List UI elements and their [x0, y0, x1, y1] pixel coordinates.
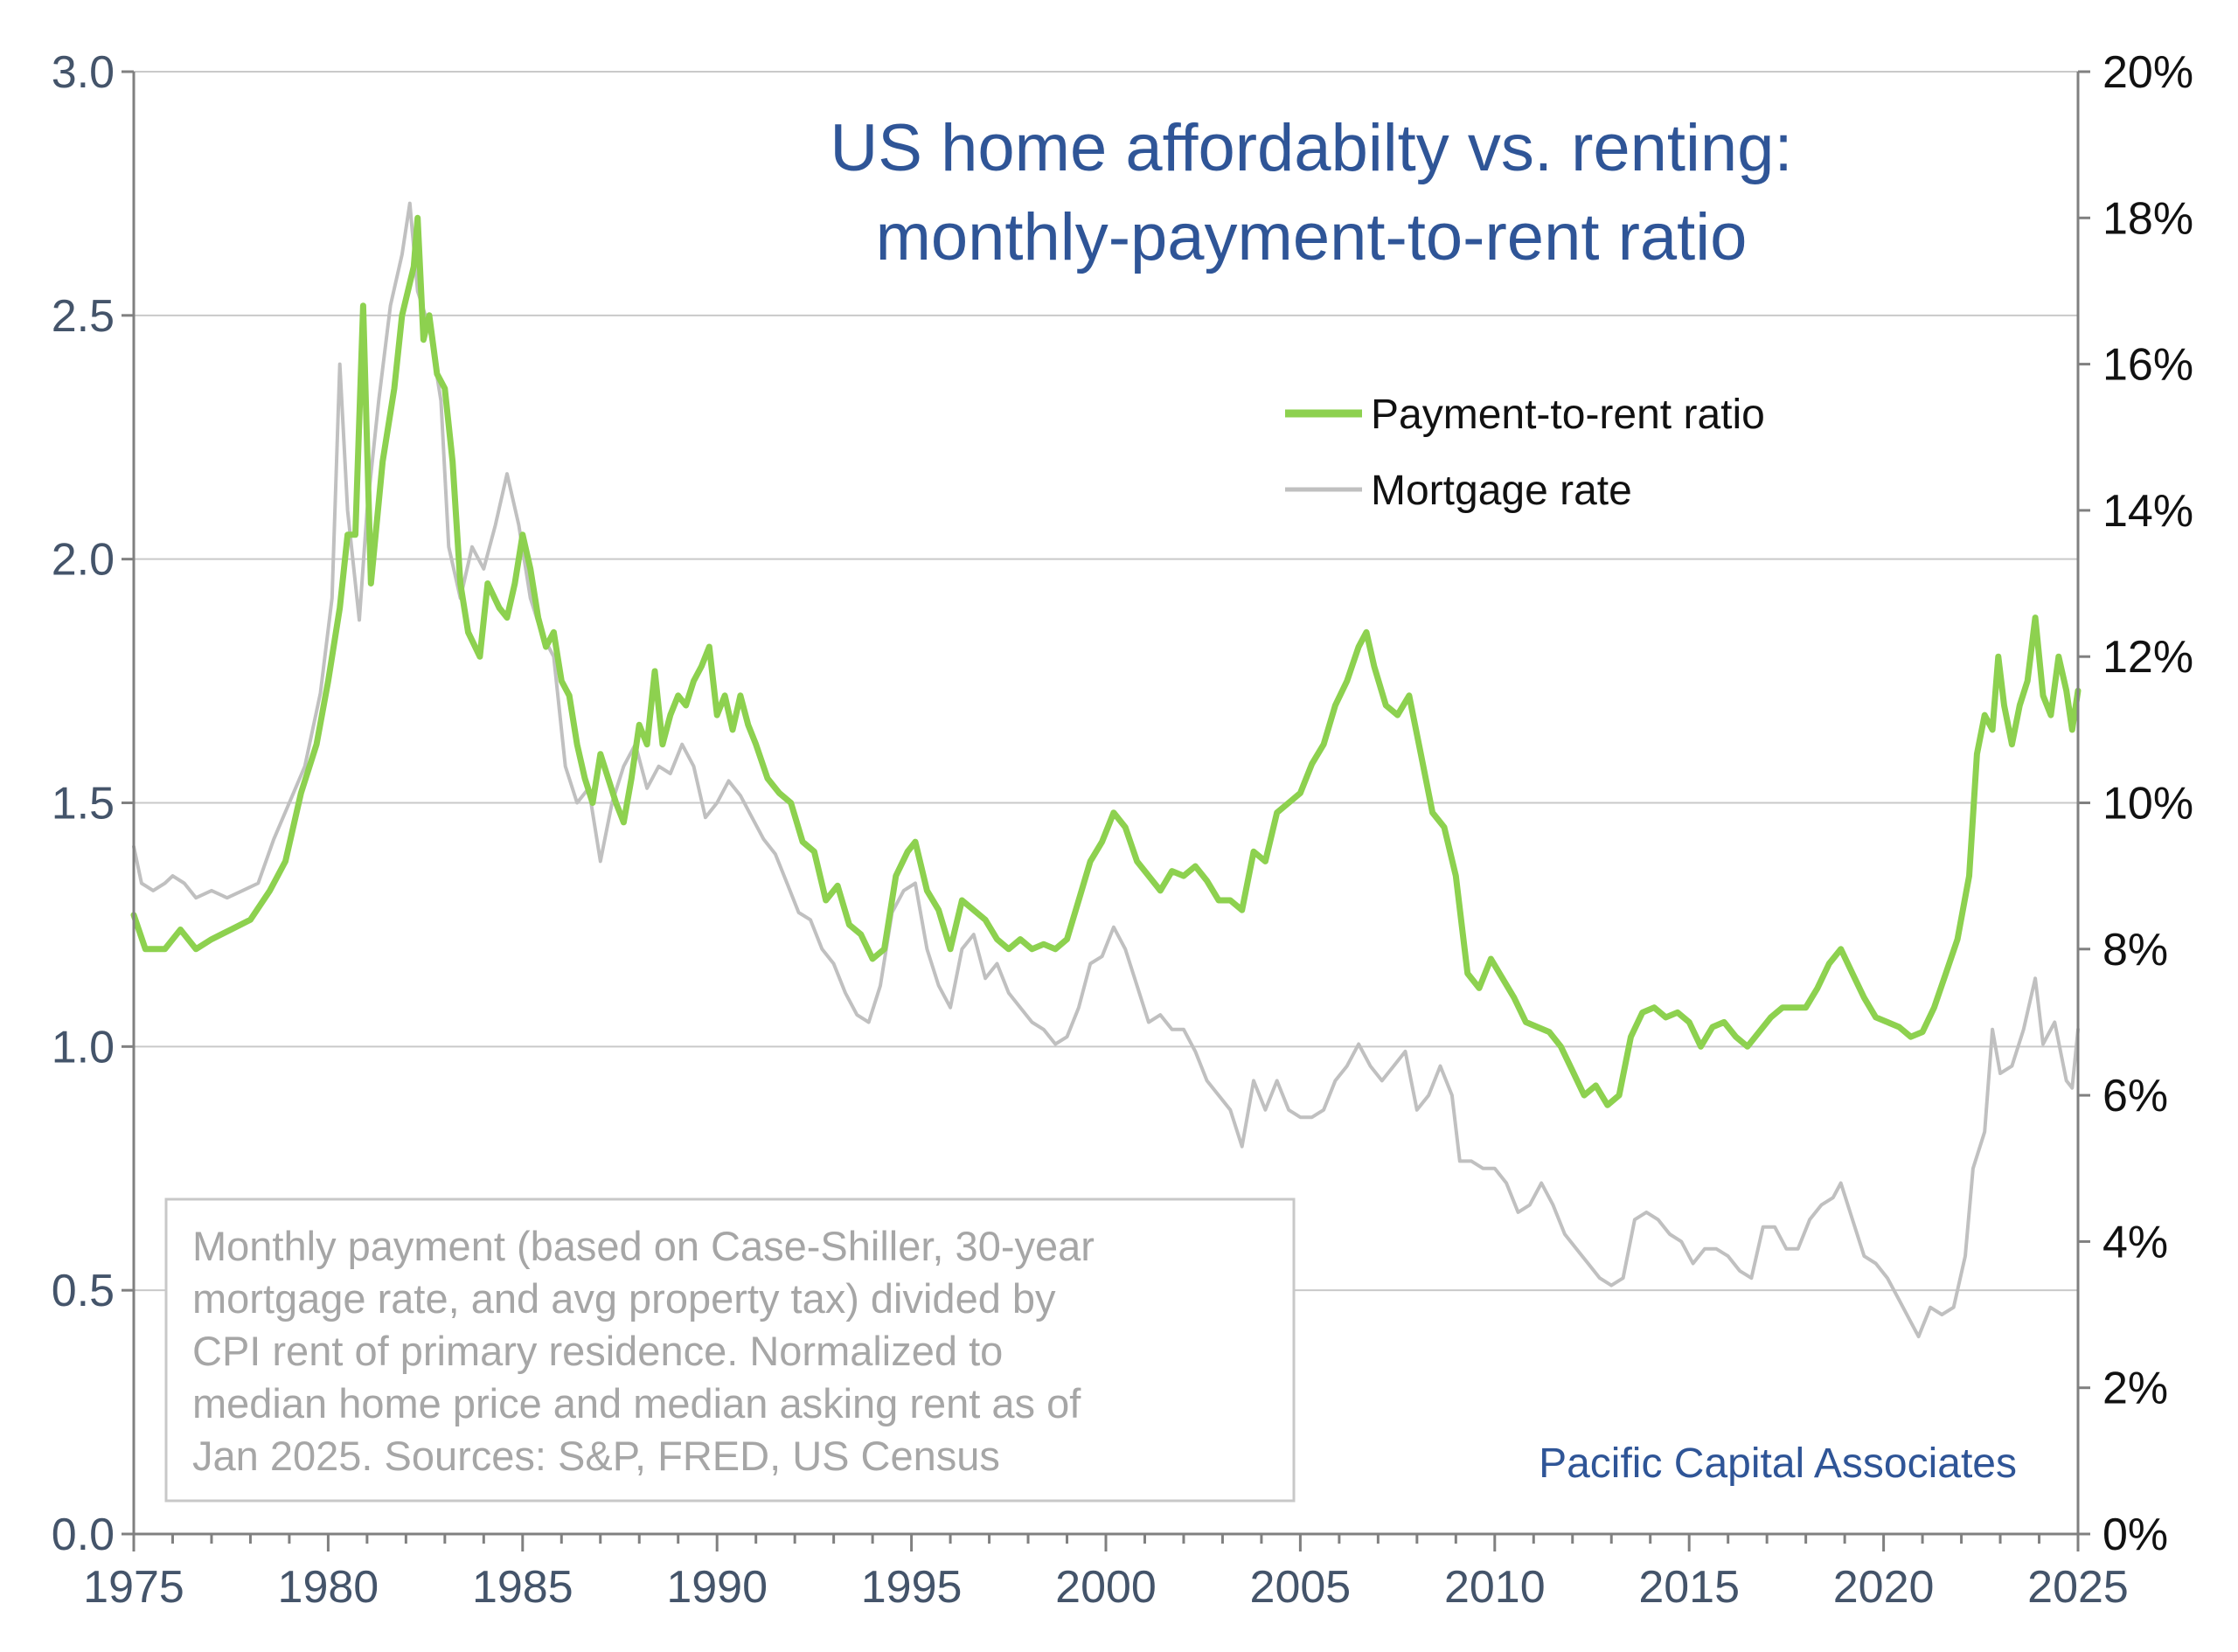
payment-to-rent-ratio-line — [130, 214, 2082, 1108]
right-tick-label: 4% — [2102, 1217, 2168, 1267]
note-line: mortgage rate, and avg property tax) div… — [192, 1275, 1056, 1322]
x-tick-label: 1980 — [278, 1562, 379, 1613]
right-tick-label: 10% — [2102, 779, 2193, 829]
x-tick-label: 2000 — [1055, 1562, 1157, 1613]
left-tick-label: 2.5 — [52, 291, 115, 342]
left-tick-label: 1.5 — [52, 779, 115, 829]
right-tick-label: 2% — [2102, 1364, 2168, 1414]
note-line: CPI rent of primary residence. Normalize… — [192, 1328, 1003, 1374]
x-tick-label: 2025 — [2027, 1562, 2129, 1613]
credit-text: Pacific Capital Associates — [1539, 1440, 2017, 1487]
legend: Payment-to-rent ratio Mortgage rate — [1285, 392, 1765, 514]
right-tick-label: 20% — [2102, 47, 2193, 98]
x-tick-label: 1995 — [861, 1562, 963, 1613]
legend-label-mortgage: Mortgage rate — [1371, 468, 1632, 514]
left-tick-label: 2.0 — [52, 535, 115, 586]
left-tick-label: 0.5 — [52, 1266, 115, 1316]
right-tick-label: 6% — [2102, 1071, 2168, 1121]
left-tick-label: 0.0 — [52, 1510, 115, 1560]
legend-label-payment: Payment-to-rent ratio — [1371, 392, 1765, 438]
chart-subtitle: monthly-payment-to-rent ratio — [876, 200, 1748, 274]
right-axis-ticks: 0% 2% 4% 6% 8% 10% 12% 14% 16% 18% 20% — [2078, 47, 2193, 1560]
x-tick-label: 1985 — [472, 1562, 573, 1613]
left-tick-label: 3.0 — [52, 47, 115, 98]
right-tick-label: 12% — [2102, 632, 2193, 683]
x-tick-label: 1975 — [83, 1562, 184, 1613]
series-layer — [130, 201, 2082, 1339]
x-axis-ticks: 1975 1980 1985 1990 1995 2000 2005 2010 2015 2020… — [83, 1562, 2129, 1613]
right-tick-label: 16% — [2102, 340, 2193, 391]
note-box: Monthly payment (based on Case-Shiller, … — [164, 1197, 1296, 1503]
note-line: median home price and median asking rent… — [192, 1380, 1081, 1426]
right-tick-label: 8% — [2102, 925, 2168, 975]
note-box-border — [164, 1197, 1296, 1503]
x-tick-label: 1990 — [666, 1562, 768, 1613]
chart-title: US home affordabilty vs. renting: — [830, 111, 1792, 185]
x-minor-ticks — [132, 1534, 2080, 1551]
x-tick-label: 2020 — [1833, 1562, 1935, 1613]
note-line: Monthly payment (based on Case-Shiller, … — [192, 1223, 1095, 1269]
right-tick-label: 18% — [2102, 193, 2193, 244]
mortgage-rate-line — [132, 201, 2080, 1339]
right-tick-label: 0% — [2102, 1510, 2168, 1560]
x-tick-label: 2010 — [1444, 1562, 1546, 1613]
x-tick-label: 2005 — [1250, 1562, 1352, 1613]
left-tick-label: 1.0 — [52, 1022, 115, 1072]
left-axis-ticks: 0.0 0.5 1.0 1.5 2.0 2.5 3.0 — [52, 47, 134, 1560]
note-line: Jan 2025. Sources: S&P, FRED, US Census — [192, 1433, 1000, 1479]
right-tick-label: 14% — [2102, 486, 2193, 537]
x-tick-label: 2015 — [1638, 1562, 1740, 1613]
